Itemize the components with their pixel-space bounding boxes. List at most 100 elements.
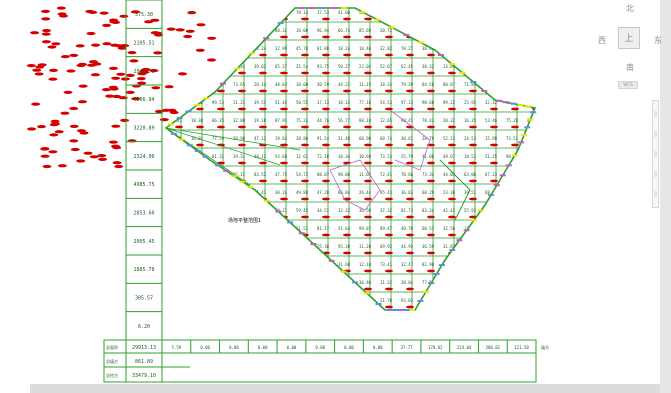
cell-marker: [217, 197, 225, 201]
cell-marker: [238, 125, 246, 129]
cell-marker: [238, 107, 246, 111]
viewcube-west-label[interactable]: 西: [598, 36, 606, 45]
bottom-row-value: 0.00: [258, 345, 268, 350]
navigation-bar[interactable]: [652, 100, 659, 208]
boundary-marker: [511, 154, 518, 157]
cell-marker: [217, 53, 225, 57]
steering-wheel-icon[interactable]: [654, 191, 657, 197]
cell-marker: [427, 17, 435, 21]
elevation-marker: [51, 42, 61, 46]
cell-elevation: 61.79: [506, 10, 519, 15]
viewcube-east-label[interactable]: 东: [654, 36, 662, 45]
cell-elevation: 38.80: [296, 136, 309, 141]
cell-marker: [385, 287, 393, 291]
cell-marker: [238, 17, 246, 21]
cell-marker: [469, 287, 477, 291]
drawing-canvas[interactable]: 375.30 2105.51 2503.75 4566.94 3220.89 2324.0…: [0, 0, 660, 384]
cell-marker: [259, 233, 267, 237]
cell-elevation: 63.12: [317, 298, 330, 303]
boundary-marker: [388, 26, 395, 29]
cell-elevation: 69.92: [380, 244, 393, 249]
cell-elevation: 69.76: [527, 28, 540, 33]
cell-marker: [385, 197, 393, 201]
cut-fill-boundary: [329, 159, 381, 211]
cell-marker: [280, 197, 288, 201]
cell-marker: [238, 53, 246, 57]
boundary-marker: [330, 7, 337, 9]
summary-value: 33479.10: [132, 373, 156, 379]
cell-marker: [406, 233, 414, 237]
cell-marker: [301, 251, 309, 255]
cell-marker: [196, 53, 204, 57]
cell-elevation: 15.20: [506, 280, 519, 285]
cell-elevation: 31.83: [443, 244, 456, 249]
cell-marker: [385, 143, 393, 147]
viewcube-north-label[interactable]: 北: [626, 4, 634, 13]
showmotion-icon[interactable]: [654, 171, 657, 177]
cell-marker: [217, 215, 225, 219]
cell-elevation: 19.18: [254, 118, 267, 123]
cell-elevation: 36.59: [422, 244, 435, 249]
viewcube-top-face[interactable]: 上: [618, 27, 640, 49]
cell-elevation: 31.60: [338, 262, 351, 267]
cell-elevation: 18.14: [338, 100, 351, 105]
elevation-marker: [50, 119, 60, 123]
cell-elevation: 65.76: [191, 208, 204, 213]
cell-elevation: 66.74: [212, 262, 225, 267]
cell-elevation: 82.90: [422, 262, 435, 267]
cell-elevation: 42.43: [443, 208, 456, 213]
view-cube[interactable]: 北 西 上 东 南 WCS: [596, 0, 666, 96]
cell-elevation: 81.73: [401, 208, 414, 213]
cell-marker: [196, 215, 204, 219]
cell-marker: [259, 305, 267, 309]
cell-elevation: 52.42: [527, 208, 540, 213]
cell-elevation: 44.21: [338, 82, 351, 87]
cell-marker: [196, 251, 204, 255]
viewcube-south-label[interactable]: 南: [626, 63, 634, 72]
cell-elevation: 57.93: [233, 226, 246, 231]
cell-marker: [448, 305, 456, 309]
cell-marker: [217, 125, 225, 129]
cell-elevation: 38.42: [422, 46, 435, 51]
elevation-marker: [60, 55, 70, 59]
cell-marker: [385, 125, 393, 129]
boundary-marker: [463, 229, 470, 232]
elevation-marker: [75, 44, 85, 48]
elevation-marker: [78, 62, 87, 66]
zoom-icon[interactable]: [654, 131, 657, 137]
cell-elevation: 18.46: [359, 46, 372, 51]
elevation-marker: [88, 60, 98, 64]
cell-marker: [238, 197, 246, 201]
cell-elevation: 49.67: [443, 154, 456, 159]
cell-elevation: 82.74: [527, 172, 540, 177]
boundary-marker: [340, 270, 347, 273]
cell-marker: [343, 305, 351, 309]
summary-table: 总面积 29913.13 总填方 861.89 总挖方 33479.10 5.59 0.00 0…: [103, 339, 549, 383]
cell-elevation: 11.73: [212, 190, 225, 195]
wcs-menu-button[interactable]: WCS: [618, 81, 638, 89]
column-value: 2324.00: [133, 154, 154, 160]
cell-elevation: 16.00: [296, 28, 309, 33]
cell-elevation: 17.95: [191, 244, 204, 249]
cell-marker: [469, 161, 477, 165]
elevation-marker: [70, 147, 80, 152]
cell-elevation: 31.64: [338, 226, 351, 231]
cell-elevation: 80.73: [506, 298, 519, 303]
elevation-marker: [114, 164, 124, 169]
boundary-marker: [387, 309, 394, 311]
cell-marker: [364, 269, 372, 273]
cell-elevation: 91.89: [485, 64, 498, 69]
elevation-marker: [88, 10, 98, 14]
orbit-icon[interactable]: [654, 151, 657, 157]
cell-marker: [259, 107, 267, 111]
elevation-marker: [54, 130, 64, 134]
cell-marker: [196, 305, 204, 309]
cell-elevation: 83.52: [254, 172, 267, 177]
pan-icon[interactable]: [654, 111, 657, 117]
cell-elevation: 39.28: [401, 10, 414, 15]
cell-elevation: 25.07: [443, 298, 456, 303]
cell-marker: [175, 53, 183, 57]
cell-elevation: 54.73: [296, 172, 309, 177]
boundary-line: [165, 127, 281, 166]
cell-marker: [280, 143, 288, 147]
